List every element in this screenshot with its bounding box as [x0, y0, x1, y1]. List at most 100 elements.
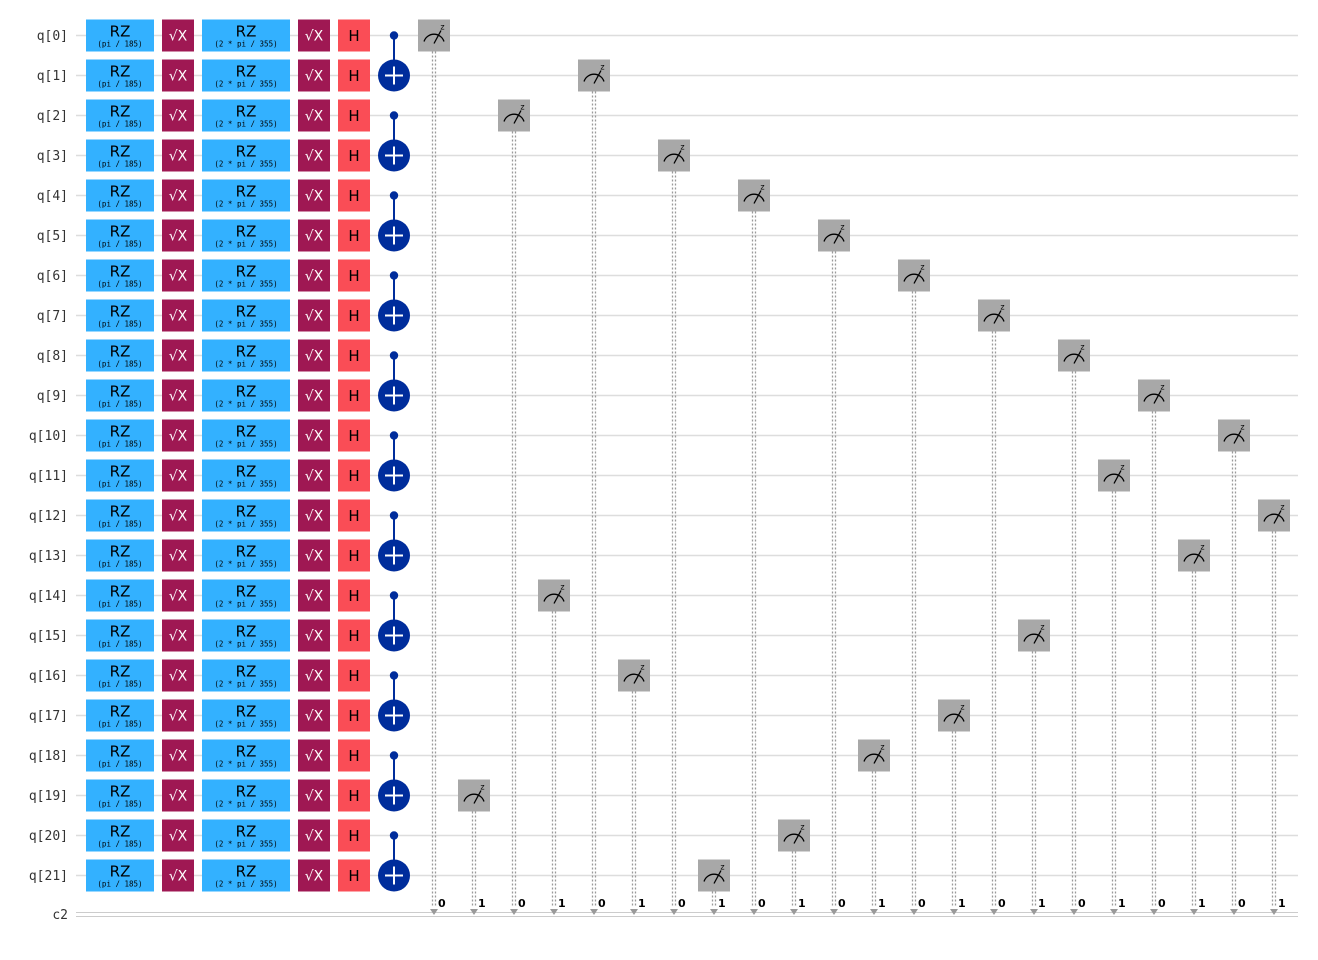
rz-gate-label: RZ	[110, 263, 131, 281]
measure-gate	[1138, 379, 1170, 412]
sx-gate-label: √X	[305, 469, 324, 485]
measure-basis-label: z	[440, 23, 444, 32]
rz-gate-label: RZ	[110, 463, 131, 481]
sx-gate-label: √X	[169, 749, 188, 765]
rz-gate-label: RZ	[236, 63, 257, 81]
rz-gate-param: (pi / 185)	[97, 280, 142, 289]
sx-gate-label: √X	[305, 69, 324, 85]
rz-gate-label: RZ	[236, 743, 257, 761]
cnot-control-dot	[389, 111, 399, 120]
h-gate-label: H	[348, 547, 359, 565]
h-gate-label: H	[348, 27, 359, 45]
measure-arrow	[990, 909, 998, 915]
qubit-label: q[12]	[29, 509, 68, 524]
sx-gate	[162, 499, 194, 532]
qubit-label: q[19]	[29, 789, 68, 804]
qubit-label: q[15]	[29, 629, 68, 644]
sx-gate-label: √X	[169, 69, 188, 85]
rz-gate	[86, 539, 154, 572]
cnot-gates	[378, 31, 410, 892]
h-gate-label: H	[348, 787, 359, 805]
measure-basis-label: z	[520, 103, 524, 112]
rz-gate	[202, 379, 290, 412]
rz-gate	[86, 59, 154, 92]
measurement-gates: z z z z z z z z z z z z z z z z z z z z z z	[418, 19, 1290, 892]
meter-icon	[863, 753, 885, 762]
rz-gate-param: (2 * pi / 355)	[214, 240, 277, 249]
meter-icon	[903, 273, 925, 282]
sx-gate-label: √X	[305, 549, 324, 565]
sx-gate	[298, 59, 330, 92]
h-gate-label: H	[348, 587, 359, 605]
sx-gate-label: √X	[169, 269, 188, 285]
measure-basis-label: z	[1080, 343, 1084, 352]
rz-gate-param: (pi / 185)	[97, 480, 142, 489]
rz-gate	[202, 619, 290, 652]
meter-icon	[543, 593, 565, 602]
rz-gate-param: (2 * pi / 355)	[214, 600, 277, 609]
qubit-label: q[0]	[37, 29, 68, 44]
sx-gate-label: √X	[169, 109, 188, 125]
meter-needle-icon	[553, 590, 562, 604]
sx-gate	[298, 99, 330, 132]
meter-needle-icon	[473, 790, 482, 804]
rz-gate-param: (2 * pi / 355)	[214, 760, 277, 769]
cnot-control-dot	[389, 351, 399, 360]
rz-gate-label: RZ	[110, 663, 131, 681]
measure-basis-label: z	[760, 183, 764, 192]
sx-gate-label: √X	[169, 469, 188, 485]
sx-gate	[298, 819, 330, 852]
sx-gate-label: √X	[305, 629, 324, 645]
sx-gate	[298, 579, 330, 612]
sx-gate	[162, 379, 194, 412]
cnot-control-dot	[389, 831, 399, 840]
rz-gate-param: (pi / 185)	[97, 600, 142, 609]
rz-gate	[86, 699, 154, 732]
cnot-control-dot	[389, 671, 399, 680]
h-gate	[338, 219, 370, 252]
qubit-label: q[20]	[29, 829, 68, 844]
measure-basis-label: z	[800, 823, 804, 832]
meter-icon	[663, 153, 685, 162]
sx-gate	[298, 779, 330, 812]
rz-gate	[86, 459, 154, 492]
measure-gate	[1098, 459, 1130, 492]
rz-gate	[202, 779, 290, 812]
classical-bit-index: 0	[998, 897, 1006, 910]
meter-icon	[1023, 633, 1045, 642]
sx-gate-label: √X	[305, 29, 324, 45]
sx-gate	[162, 19, 194, 52]
measure-basis-label: z	[1200, 543, 1204, 552]
h-gate	[338, 379, 370, 412]
measure-arrow	[1150, 909, 1158, 915]
rz-gate-label: RZ	[110, 143, 131, 161]
rz-gate-param: (2 * pi / 355)	[214, 840, 277, 849]
rz-gate-label: RZ	[110, 103, 131, 121]
rz-gate-label: RZ	[110, 703, 131, 721]
rz-gate-label: RZ	[110, 503, 131, 521]
measure-gate	[938, 699, 970, 732]
h-gate-label: H	[348, 267, 359, 285]
meter-needle-icon	[673, 150, 682, 164]
qubit-label: q[4]	[37, 189, 68, 204]
measure-arrow	[750, 909, 758, 915]
sx-gate-label: √X	[305, 309, 324, 325]
meter-needle-icon	[1153, 390, 1162, 404]
rz-gate-label: RZ	[236, 823, 257, 841]
cnot-control-dot	[389, 431, 399, 440]
h-gate	[338, 499, 370, 532]
sx-gate-label: √X	[305, 789, 324, 805]
classical-bit-index: 0	[1238, 897, 1246, 910]
measure-gate	[1218, 419, 1250, 452]
qubit-label: q[5]	[37, 229, 68, 244]
rz-gate-label: RZ	[236, 623, 257, 641]
cnot-control-dot	[389, 751, 399, 760]
rz-gate	[202, 339, 290, 372]
sx-gate	[298, 179, 330, 212]
rz-gate-param: (pi / 185)	[97, 720, 142, 729]
sx-gate-label: √X	[305, 189, 324, 205]
sx-gate	[298, 619, 330, 652]
meter-icon	[623, 673, 645, 682]
meter-needle-icon	[1273, 510, 1282, 524]
rz-gate	[86, 99, 154, 132]
